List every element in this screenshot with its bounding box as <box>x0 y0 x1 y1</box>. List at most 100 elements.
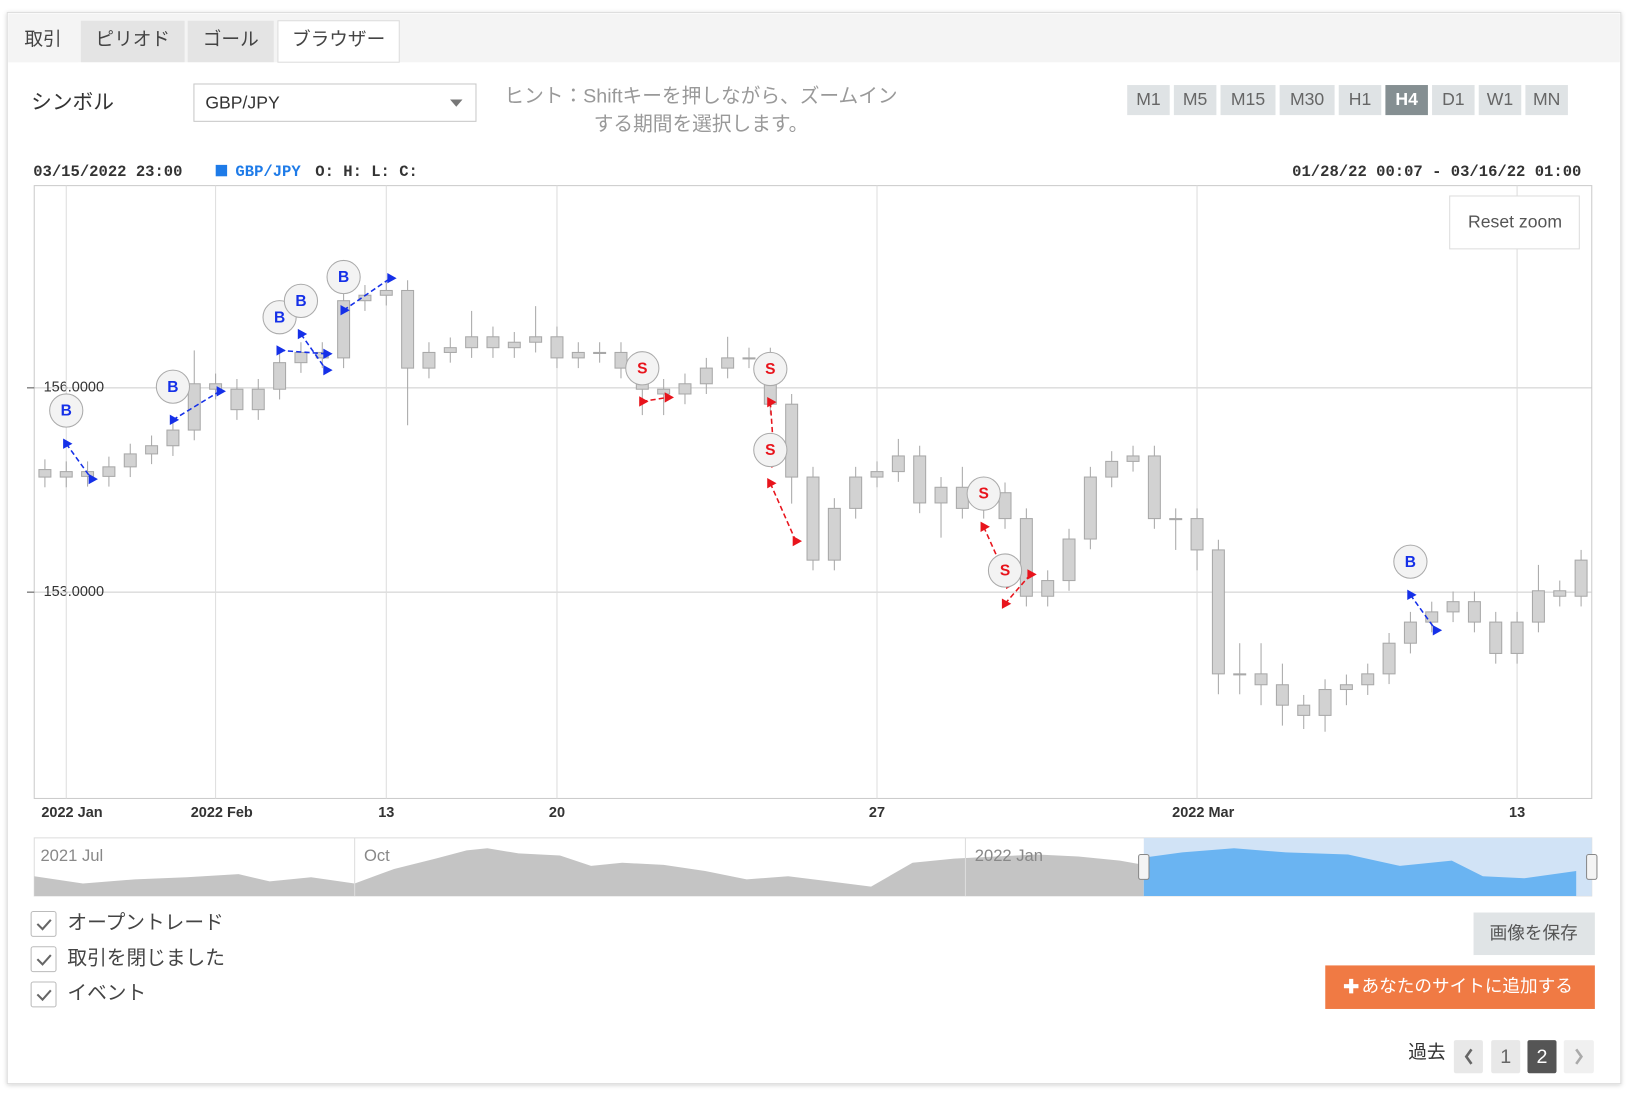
candle-body <box>1510 621 1524 654</box>
timeframe-button[interactable] <box>1478 85 1522 116</box>
candle-body <box>1190 518 1204 551</box>
page-button[interactable] <box>1491 1040 1521 1074</box>
checkbox[interactable] <box>30 910 57 937</box>
timeframe-button[interactable] <box>1385 85 1428 116</box>
trade-badge <box>966 476 1001 511</box>
navigator-handle[interactable] <box>1586 853 1598 880</box>
navigator-label: 2022 Jan <box>975 846 1043 865</box>
checkmark <box>36 919 52 931</box>
trade-badge <box>625 351 660 386</box>
trade-line <box>769 482 797 542</box>
candle-body <box>166 429 180 447</box>
candle-body <box>891 455 905 473</box>
prev-page[interactable] <box>1453 1040 1483 1074</box>
x-tick-label: 2022 Jan <box>41 805 102 821</box>
timeframe-button[interactable] <box>1525 85 1568 116</box>
x-tick-label: 2022 Feb <box>191 805 253 821</box>
plus-icon <box>1343 978 1359 994</box>
candle-body <box>145 445 159 455</box>
timeframe-label: M5 <box>1183 89 1208 109</box>
tabs: 取引 ピリオド ゴール ブラウザー <box>8 20 400 63</box>
candle-body <box>1147 455 1161 520</box>
candle-body <box>443 347 457 353</box>
next-page[interactable] <box>1563 1040 1594 1074</box>
trade-badge <box>987 553 1023 588</box>
candle-body <box>486 336 500 349</box>
candle-body <box>1105 460 1119 478</box>
checkbox-label: 取引を閉じました <box>67 947 225 969</box>
trade-line <box>1004 573 1032 605</box>
x-tick-label: 27 <box>869 805 885 821</box>
navigator-label: Oct <box>364 846 390 865</box>
trade-close-marker <box>664 392 675 403</box>
candle-body <box>38 469 52 478</box>
hint: ヒント：Shiftキーを押しながら、ズームイン <box>504 86 897 108</box>
tab[interactable] <box>8 20 78 63</box>
trade-badge <box>753 351 788 387</box>
trade-open-marker <box>276 345 286 356</box>
candle-body <box>1254 673 1268 686</box>
trade-side: B <box>338 269 349 286</box>
candle-body <box>507 341 521 349</box>
trade-line <box>1409 594 1437 631</box>
candle-body <box>1467 601 1481 623</box>
reset-zoom-text: Reset zoom <box>1468 212 1562 232</box>
candle-body <box>657 388 671 395</box>
timeframes: M1 M5 M15 M30 H1 H4 D1 W1 MN <box>1127 85 1568 116</box>
trade-side: B <box>274 309 285 326</box>
candle-body <box>1211 549 1225 675</box>
candle-body <box>1297 704 1311 716</box>
candle-body <box>849 476 863 509</box>
candle-body <box>721 357 735 369</box>
timeframe-button[interactable] <box>1432 85 1475 116</box>
candle-body <box>465 336 479 349</box>
candle-body <box>1339 684 1353 691</box>
candle-body <box>955 486 969 509</box>
timeframe-label: M30 <box>1290 89 1324 109</box>
checkbox-label: オープントレード <box>67 912 223 934</box>
tab[interactable] <box>277 20 400 63</box>
page-button[interactable] <box>1527 1040 1557 1074</box>
timeframe-button[interactable] <box>1127 85 1170 116</box>
tab-bar <box>8 13 1620 63</box>
timeframe-button[interactable] <box>1173 85 1217 116</box>
trade-line <box>300 333 328 371</box>
dropdown-caret <box>450 99 463 107</box>
save-image-button[interactable] <box>1473 912 1595 956</box>
trade-close-marker <box>323 364 333 376</box>
add-site-button[interactable] <box>1325 965 1595 1009</box>
ohlc-label: O: H: L: C: <box>315 163 418 181</box>
candle-body <box>251 388 265 411</box>
trade-open-marker <box>1407 589 1417 601</box>
reset-zoom-button[interactable] <box>1449 195 1580 250</box>
candle-body <box>1169 518 1183 521</box>
candle-body <box>1531 590 1545 623</box>
checkbox[interactable] <box>30 946 57 973</box>
tab[interactable] <box>187 20 274 63</box>
crosshair-time: 03/15/2022 23:00 <box>33 163 182 181</box>
timeframe-button[interactable] <box>1220 85 1276 116</box>
trade-close-marker <box>1432 625 1443 636</box>
trade-open-marker <box>639 396 649 407</box>
navigator-label: 2021 Jul <box>40 846 103 865</box>
timeframe-button[interactable] <box>1279 85 1335 116</box>
checkbox[interactable] <box>30 981 57 1008</box>
trade-open-marker <box>297 328 308 340</box>
range: 01/28/22 00:07 - 03/16/22 01:00 <box>1292 163 1581 181</box>
timeframe-label: M1 <box>1136 89 1160 109</box>
tab[interactable] <box>80 20 185 63</box>
candle-body <box>998 492 1012 520</box>
tab-label: ブラウザー <box>292 28 385 49</box>
symbol-select[interactable] <box>193 83 477 122</box>
candle-body <box>422 351 436 369</box>
candle-body <box>614 351 628 369</box>
timeframe-button[interactable] <box>1338 85 1382 116</box>
trade-side: B <box>61 403 72 420</box>
navigator: 2021 Jul Oct 2022 Jan <box>33 837 1598 897</box>
candle-body <box>593 351 607 355</box>
candle-body <box>209 383 223 390</box>
navigator-handle[interactable] <box>1138 853 1150 880</box>
